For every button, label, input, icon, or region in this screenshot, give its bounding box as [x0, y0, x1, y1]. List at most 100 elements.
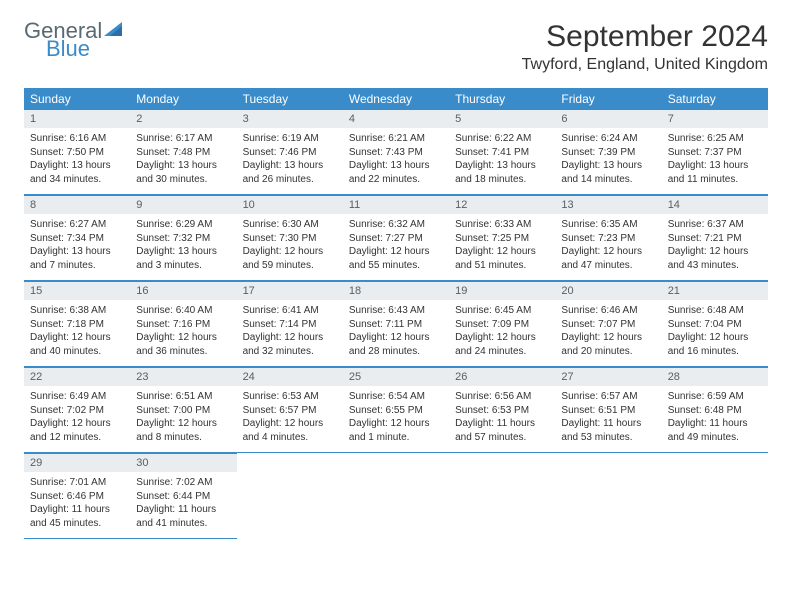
daylight-text: Daylight: 13 hours and 3 minutes. — [136, 245, 230, 272]
sunset-text: Sunset: 7:25 PM — [455, 232, 549, 246]
daylight-text: Daylight: 13 hours and 26 minutes. — [243, 159, 337, 186]
day-number: 6 — [555, 110, 661, 128]
daylight-text: Daylight: 12 hours and 16 minutes. — [668, 331, 762, 358]
logo-line2: Blue — [46, 38, 102, 60]
day-cell: 20Sunrise: 6:46 AMSunset: 7:07 PMDayligh… — [555, 281, 661, 367]
calendar-week-row: 29Sunrise: 7:01 AMSunset: 6:46 PMDayligh… — [24, 453, 768, 539]
calendar-table: Sunday Monday Tuesday Wednesday Thursday… — [24, 88, 768, 539]
sunset-text: Sunset: 7:00 PM — [136, 404, 230, 418]
daylight-text: Daylight: 12 hours and 36 minutes. — [136, 331, 230, 358]
sunrise-text: Sunrise: 6:43 AM — [349, 304, 443, 318]
day-cell: 21Sunrise: 6:48 AMSunset: 7:04 PMDayligh… — [662, 281, 768, 367]
day-details: Sunrise: 6:16 AMSunset: 7:50 PMDaylight:… — [24, 128, 130, 194]
day-details: Sunrise: 6:43 AMSunset: 7:11 PMDaylight:… — [343, 300, 449, 366]
day-cell — [449, 453, 555, 539]
day-details: Sunrise: 6:38 AMSunset: 7:18 PMDaylight:… — [24, 300, 130, 366]
day-number: 1 — [24, 110, 130, 128]
daylight-text: Daylight: 12 hours and 4 minutes. — [243, 417, 337, 444]
day-details: Sunrise: 6:33 AMSunset: 7:25 PMDaylight:… — [449, 214, 555, 280]
sunrise-text: Sunrise: 6:48 AM — [668, 304, 762, 318]
sunset-text: Sunset: 7:23 PM — [561, 232, 655, 246]
day-number: 15 — [24, 281, 130, 300]
day-number: 18 — [343, 281, 449, 300]
daylight-text: Daylight: 12 hours and 51 minutes. — [455, 245, 549, 272]
day-cell: 13Sunrise: 6:35 AMSunset: 7:23 PMDayligh… — [555, 195, 661, 281]
day-number: 10 — [237, 195, 343, 214]
title-block: September 2024 Twyford, England, United … — [522, 20, 768, 74]
sunrise-text: Sunrise: 6:41 AM — [243, 304, 337, 318]
daylight-text: Daylight: 13 hours and 18 minutes. — [455, 159, 549, 186]
sunset-text: Sunset: 7:34 PM — [30, 232, 124, 246]
sunset-text: Sunset: 7:14 PM — [243, 318, 337, 332]
page-header: General Blue September 2024 Twyford, Eng… — [24, 20, 768, 74]
sunset-text: Sunset: 6:44 PM — [136, 490, 230, 504]
calendar-week-row: 15Sunrise: 6:38 AMSunset: 7:18 PMDayligh… — [24, 281, 768, 367]
day-details: Sunrise: 7:02 AMSunset: 6:44 PMDaylight:… — [130, 472, 236, 538]
sunset-text: Sunset: 7:16 PM — [136, 318, 230, 332]
sunset-text: Sunset: 6:51 PM — [561, 404, 655, 418]
day-cell: 3Sunrise: 6:19 AMSunset: 7:46 PMDaylight… — [237, 110, 343, 195]
weekday-header: Tuesday — [237, 88, 343, 110]
day-details: Sunrise: 6:19 AMSunset: 7:46 PMDaylight:… — [237, 128, 343, 194]
sunset-text: Sunset: 6:55 PM — [349, 404, 443, 418]
day-cell: 1Sunrise: 6:16 AMSunset: 7:50 PMDaylight… — [24, 110, 130, 195]
daylight-text: Daylight: 12 hours and 32 minutes. — [243, 331, 337, 358]
daylight-text: Daylight: 12 hours and 28 minutes. — [349, 331, 443, 358]
sunrise-text: Sunrise: 6:25 AM — [668, 132, 762, 146]
sunset-text: Sunset: 6:46 PM — [30, 490, 124, 504]
day-cell: 28Sunrise: 6:59 AMSunset: 6:48 PMDayligh… — [662, 367, 768, 453]
daylight-text: Daylight: 11 hours and 49 minutes. — [668, 417, 762, 444]
daylight-text: Daylight: 12 hours and 1 minute. — [349, 417, 443, 444]
sunset-text: Sunset: 7:37 PM — [668, 146, 762, 160]
day-number: 2 — [130, 110, 236, 128]
sunrise-text: Sunrise: 6:45 AM — [455, 304, 549, 318]
day-details: Sunrise: 6:59 AMSunset: 6:48 PMDaylight:… — [662, 386, 768, 452]
sunrise-text: Sunrise: 6:51 AM — [136, 390, 230, 404]
day-cell: 10Sunrise: 6:30 AMSunset: 7:30 PMDayligh… — [237, 195, 343, 281]
daylight-text: Daylight: 12 hours and 40 minutes. — [30, 331, 124, 358]
sunrise-text: Sunrise: 6:32 AM — [349, 218, 443, 232]
sunrise-text: Sunrise: 6:38 AM — [30, 304, 124, 318]
daylight-text: Daylight: 13 hours and 30 minutes. — [136, 159, 230, 186]
daylight-text: Daylight: 12 hours and 59 minutes. — [243, 245, 337, 272]
day-number: 19 — [449, 281, 555, 300]
weekday-header: Thursday — [449, 88, 555, 110]
day-details: Sunrise: 6:37 AMSunset: 7:21 PMDaylight:… — [662, 214, 768, 280]
day-cell: 29Sunrise: 7:01 AMSunset: 6:46 PMDayligh… — [24, 453, 130, 539]
day-number: 4 — [343, 110, 449, 128]
calendar-body: 1Sunrise: 6:16 AMSunset: 7:50 PMDaylight… — [24, 110, 768, 539]
weekday-header: Monday — [130, 88, 236, 110]
day-number: 12 — [449, 195, 555, 214]
day-cell: 11Sunrise: 6:32 AMSunset: 7:27 PMDayligh… — [343, 195, 449, 281]
sunrise-text: Sunrise: 6:54 AM — [349, 390, 443, 404]
day-details: Sunrise: 6:45 AMSunset: 7:09 PMDaylight:… — [449, 300, 555, 366]
day-details: Sunrise: 6:35 AMSunset: 7:23 PMDaylight:… — [555, 214, 661, 280]
day-cell: 22Sunrise: 6:49 AMSunset: 7:02 PMDayligh… — [24, 367, 130, 453]
day-number: 21 — [662, 281, 768, 300]
day-details: Sunrise: 6:48 AMSunset: 7:04 PMDaylight:… — [662, 300, 768, 366]
sunrise-text: Sunrise: 6:17 AM — [136, 132, 230, 146]
logo-triangle-icon — [104, 22, 126, 44]
day-details: Sunrise: 6:21 AMSunset: 7:43 PMDaylight:… — [343, 128, 449, 194]
day-details: Sunrise: 6:40 AMSunset: 7:16 PMDaylight:… — [130, 300, 236, 366]
day-cell: 27Sunrise: 6:57 AMSunset: 6:51 PMDayligh… — [555, 367, 661, 453]
day-number: 30 — [130, 453, 236, 472]
sunset-text: Sunset: 7:43 PM — [349, 146, 443, 160]
sunrise-text: Sunrise: 6:56 AM — [455, 390, 549, 404]
daylight-text: Daylight: 13 hours and 7 minutes. — [30, 245, 124, 272]
day-cell: 24Sunrise: 6:53 AMSunset: 6:57 PMDayligh… — [237, 367, 343, 453]
daylight-text: Daylight: 12 hours and 55 minutes. — [349, 245, 443, 272]
sunset-text: Sunset: 6:48 PM — [668, 404, 762, 418]
calendar-week-row: 1Sunrise: 6:16 AMSunset: 7:50 PMDaylight… — [24, 110, 768, 195]
sunset-text: Sunset: 7:41 PM — [455, 146, 549, 160]
weekday-header: Wednesday — [343, 88, 449, 110]
day-cell: 14Sunrise: 6:37 AMSunset: 7:21 PMDayligh… — [662, 195, 768, 281]
weekday-header: Saturday — [662, 88, 768, 110]
sunrise-text: Sunrise: 6:24 AM — [561, 132, 655, 146]
day-cell: 12Sunrise: 6:33 AMSunset: 7:25 PMDayligh… — [449, 195, 555, 281]
day-number: 24 — [237, 367, 343, 386]
day-number: 14 — [662, 195, 768, 214]
sunset-text: Sunset: 7:02 PM — [30, 404, 124, 418]
day-details: Sunrise: 7:01 AMSunset: 6:46 PMDaylight:… — [24, 472, 130, 538]
day-details: Sunrise: 6:49 AMSunset: 7:02 PMDaylight:… — [24, 386, 130, 452]
